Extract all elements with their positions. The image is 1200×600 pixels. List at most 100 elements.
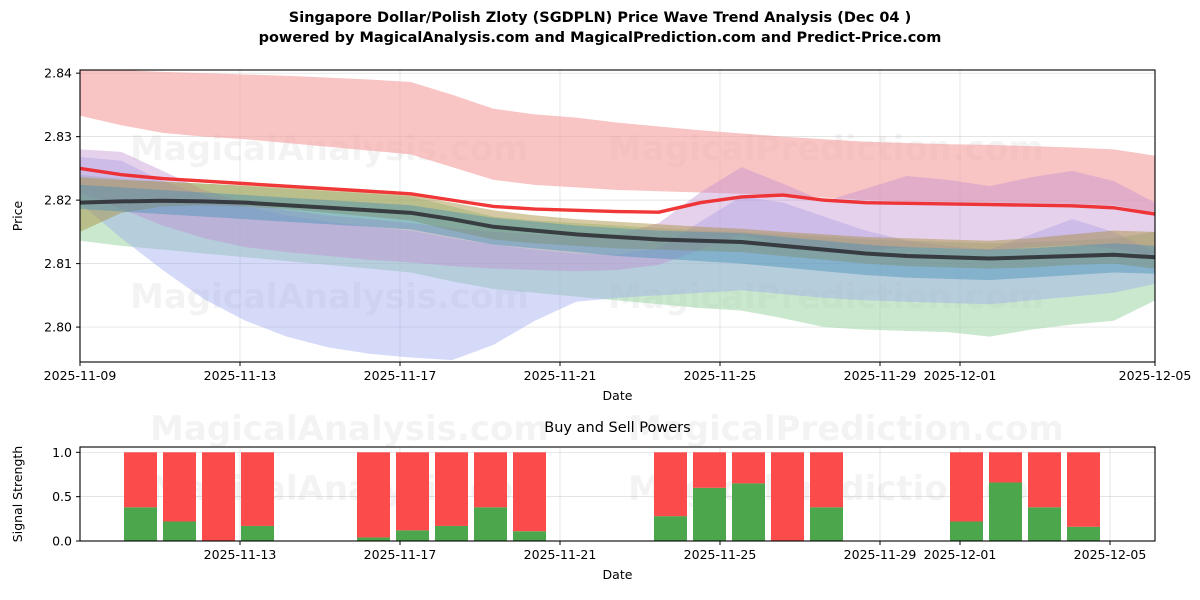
x-tick-label: 2025-11-21 xyxy=(524,368,597,383)
bar-group xyxy=(513,452,546,541)
bar-x-tick-label: 2025-11-29 xyxy=(844,547,917,562)
bar-x-tick-label: 2025-12-05 xyxy=(1074,547,1147,562)
bar-buy-segment xyxy=(435,525,468,541)
bar-group xyxy=(202,452,235,541)
bar-sell-segment xyxy=(732,452,765,484)
bar-y-tick-label: 1.0 xyxy=(52,445,72,460)
bar-group xyxy=(241,452,274,541)
bar-chart-title: Buy and Sell Powers xyxy=(544,420,690,436)
bar-group xyxy=(693,452,726,541)
bar-buy-segment xyxy=(810,507,843,541)
bar-y-axis-label: Signal Strength xyxy=(10,446,25,542)
price-y-axis-label: Price xyxy=(10,200,25,231)
bar-x-tick-label: 2025-11-13 xyxy=(204,547,277,562)
y-tick-label: 2.83 xyxy=(44,129,72,144)
bar-group xyxy=(950,452,983,541)
bar-group xyxy=(1028,452,1061,541)
bar-sell-segment xyxy=(124,452,157,508)
x-tick-label: 2025-11-09 xyxy=(44,368,117,383)
page-title: Singapore Dollar/Polish Zloty (SGDPLN) P… xyxy=(288,10,912,26)
bar-buy-segment xyxy=(163,521,196,541)
bar-buy-segment xyxy=(1067,526,1100,541)
price-center-line xyxy=(80,198,1155,261)
bar-sell-segment xyxy=(513,452,546,532)
bar-group xyxy=(654,452,687,541)
price-band-area xyxy=(80,70,1155,213)
bar-sell-segment xyxy=(810,452,843,508)
bar-sell-segment xyxy=(474,452,507,508)
bar-buy-segment xyxy=(654,516,687,541)
bar-sell-segment xyxy=(357,452,390,538)
bar-sell-segment xyxy=(654,452,687,517)
watermark-text: MagicalAnalysis.com xyxy=(130,277,529,317)
x-tick-label: 2025-11-29 xyxy=(844,368,917,383)
bar-y-tick-label: 0.5 xyxy=(52,489,72,504)
bar-group xyxy=(771,452,804,541)
bar-buy-segment xyxy=(241,525,274,541)
bar-buy-segment xyxy=(124,507,157,541)
price-band-area xyxy=(80,177,1155,269)
bar-buy-segment xyxy=(950,521,983,541)
price-band-area xyxy=(80,174,1155,337)
bar-group xyxy=(124,452,157,541)
bar-x-tick-label: 2025-12-01 xyxy=(924,547,997,562)
bar-sell-segment xyxy=(241,452,274,526)
bar-buy-segment xyxy=(693,487,726,541)
bar-buy-segment xyxy=(357,537,390,541)
bar-y-tick-label: 0.0 xyxy=(52,534,72,549)
bar-group xyxy=(1067,452,1100,541)
watermark-text: MagicalPrediction.com xyxy=(628,409,1064,449)
y-tick-label: 2.84 xyxy=(44,66,72,81)
bar-group xyxy=(474,452,507,541)
bar-sell-segment xyxy=(202,452,235,541)
bar-sell-segment xyxy=(989,452,1022,483)
bar-sell-segment xyxy=(1028,452,1061,508)
bar-x-axis-label: Date xyxy=(603,567,633,582)
price-band-area xyxy=(80,156,1155,361)
bar-group xyxy=(732,452,765,541)
bar-group xyxy=(396,452,429,541)
bar-sell-segment xyxy=(1067,452,1100,527)
y-tick-label: 2.80 xyxy=(44,320,72,335)
bar-sell-segment xyxy=(771,452,804,541)
bar-buy-segment xyxy=(396,530,429,541)
bar-group xyxy=(435,452,468,541)
y-tick-label: 2.82 xyxy=(44,193,72,208)
bar-sell-segment xyxy=(163,452,196,522)
x-tick-label: 2025-11-17 xyxy=(364,368,437,383)
chart-title-block: Singapore Dollar/Polish Zloty (SGDPLN) P… xyxy=(0,8,1200,48)
bar-buy-segment xyxy=(474,507,507,541)
bar-buy-segment xyxy=(989,482,1022,541)
bar-x-tick-label: 2025-11-25 xyxy=(684,547,757,562)
bar-x-tick-label: 2025-11-17 xyxy=(364,547,437,562)
bar-buy-segment xyxy=(1028,507,1061,541)
bar-group xyxy=(989,452,1022,541)
x-tick-label: 2025-12-01 xyxy=(924,368,997,383)
price-plot-frame xyxy=(79,69,1156,363)
buy-sell-powers-chart: Buy and Sell Powers 0.0 0.5 1.0 2025-11-13 20… xyxy=(10,420,1156,582)
watermark-text: MagicalAnalysis.com xyxy=(150,409,549,449)
bar-sell-segment xyxy=(435,452,468,526)
price-wave-chart: 2.80 2.81 2.82 2.83 2.84 2025-11-09 2025-11-13… xyxy=(10,66,1191,403)
x-tick-label: 2025-12-05 xyxy=(1119,368,1192,383)
x-tick-label: 2025-11-25 xyxy=(684,368,757,383)
price-center-line xyxy=(80,166,1155,216)
bar-buy-segment xyxy=(732,483,765,541)
bar-sell-segment xyxy=(693,452,726,488)
bar-buy-segment xyxy=(513,531,546,541)
bar-plot-frame xyxy=(79,446,1156,542)
price-bands xyxy=(80,70,1155,361)
bar-sell-segment xyxy=(396,452,429,531)
x-tick-label: 2025-11-13 xyxy=(204,368,277,383)
price-band-area xyxy=(80,149,1155,272)
bar-group xyxy=(810,452,843,541)
page-subtitle: powered by MagicalAnalysis.com and Magic… xyxy=(258,30,942,46)
bar-group xyxy=(357,452,390,541)
bar-x-tick-label: 2025-11-21 xyxy=(524,547,597,562)
price-x-axis-label: Date xyxy=(603,388,633,403)
bar-sell-segment xyxy=(950,452,983,522)
bar-group xyxy=(163,452,196,541)
y-tick-label: 2.81 xyxy=(44,256,72,271)
